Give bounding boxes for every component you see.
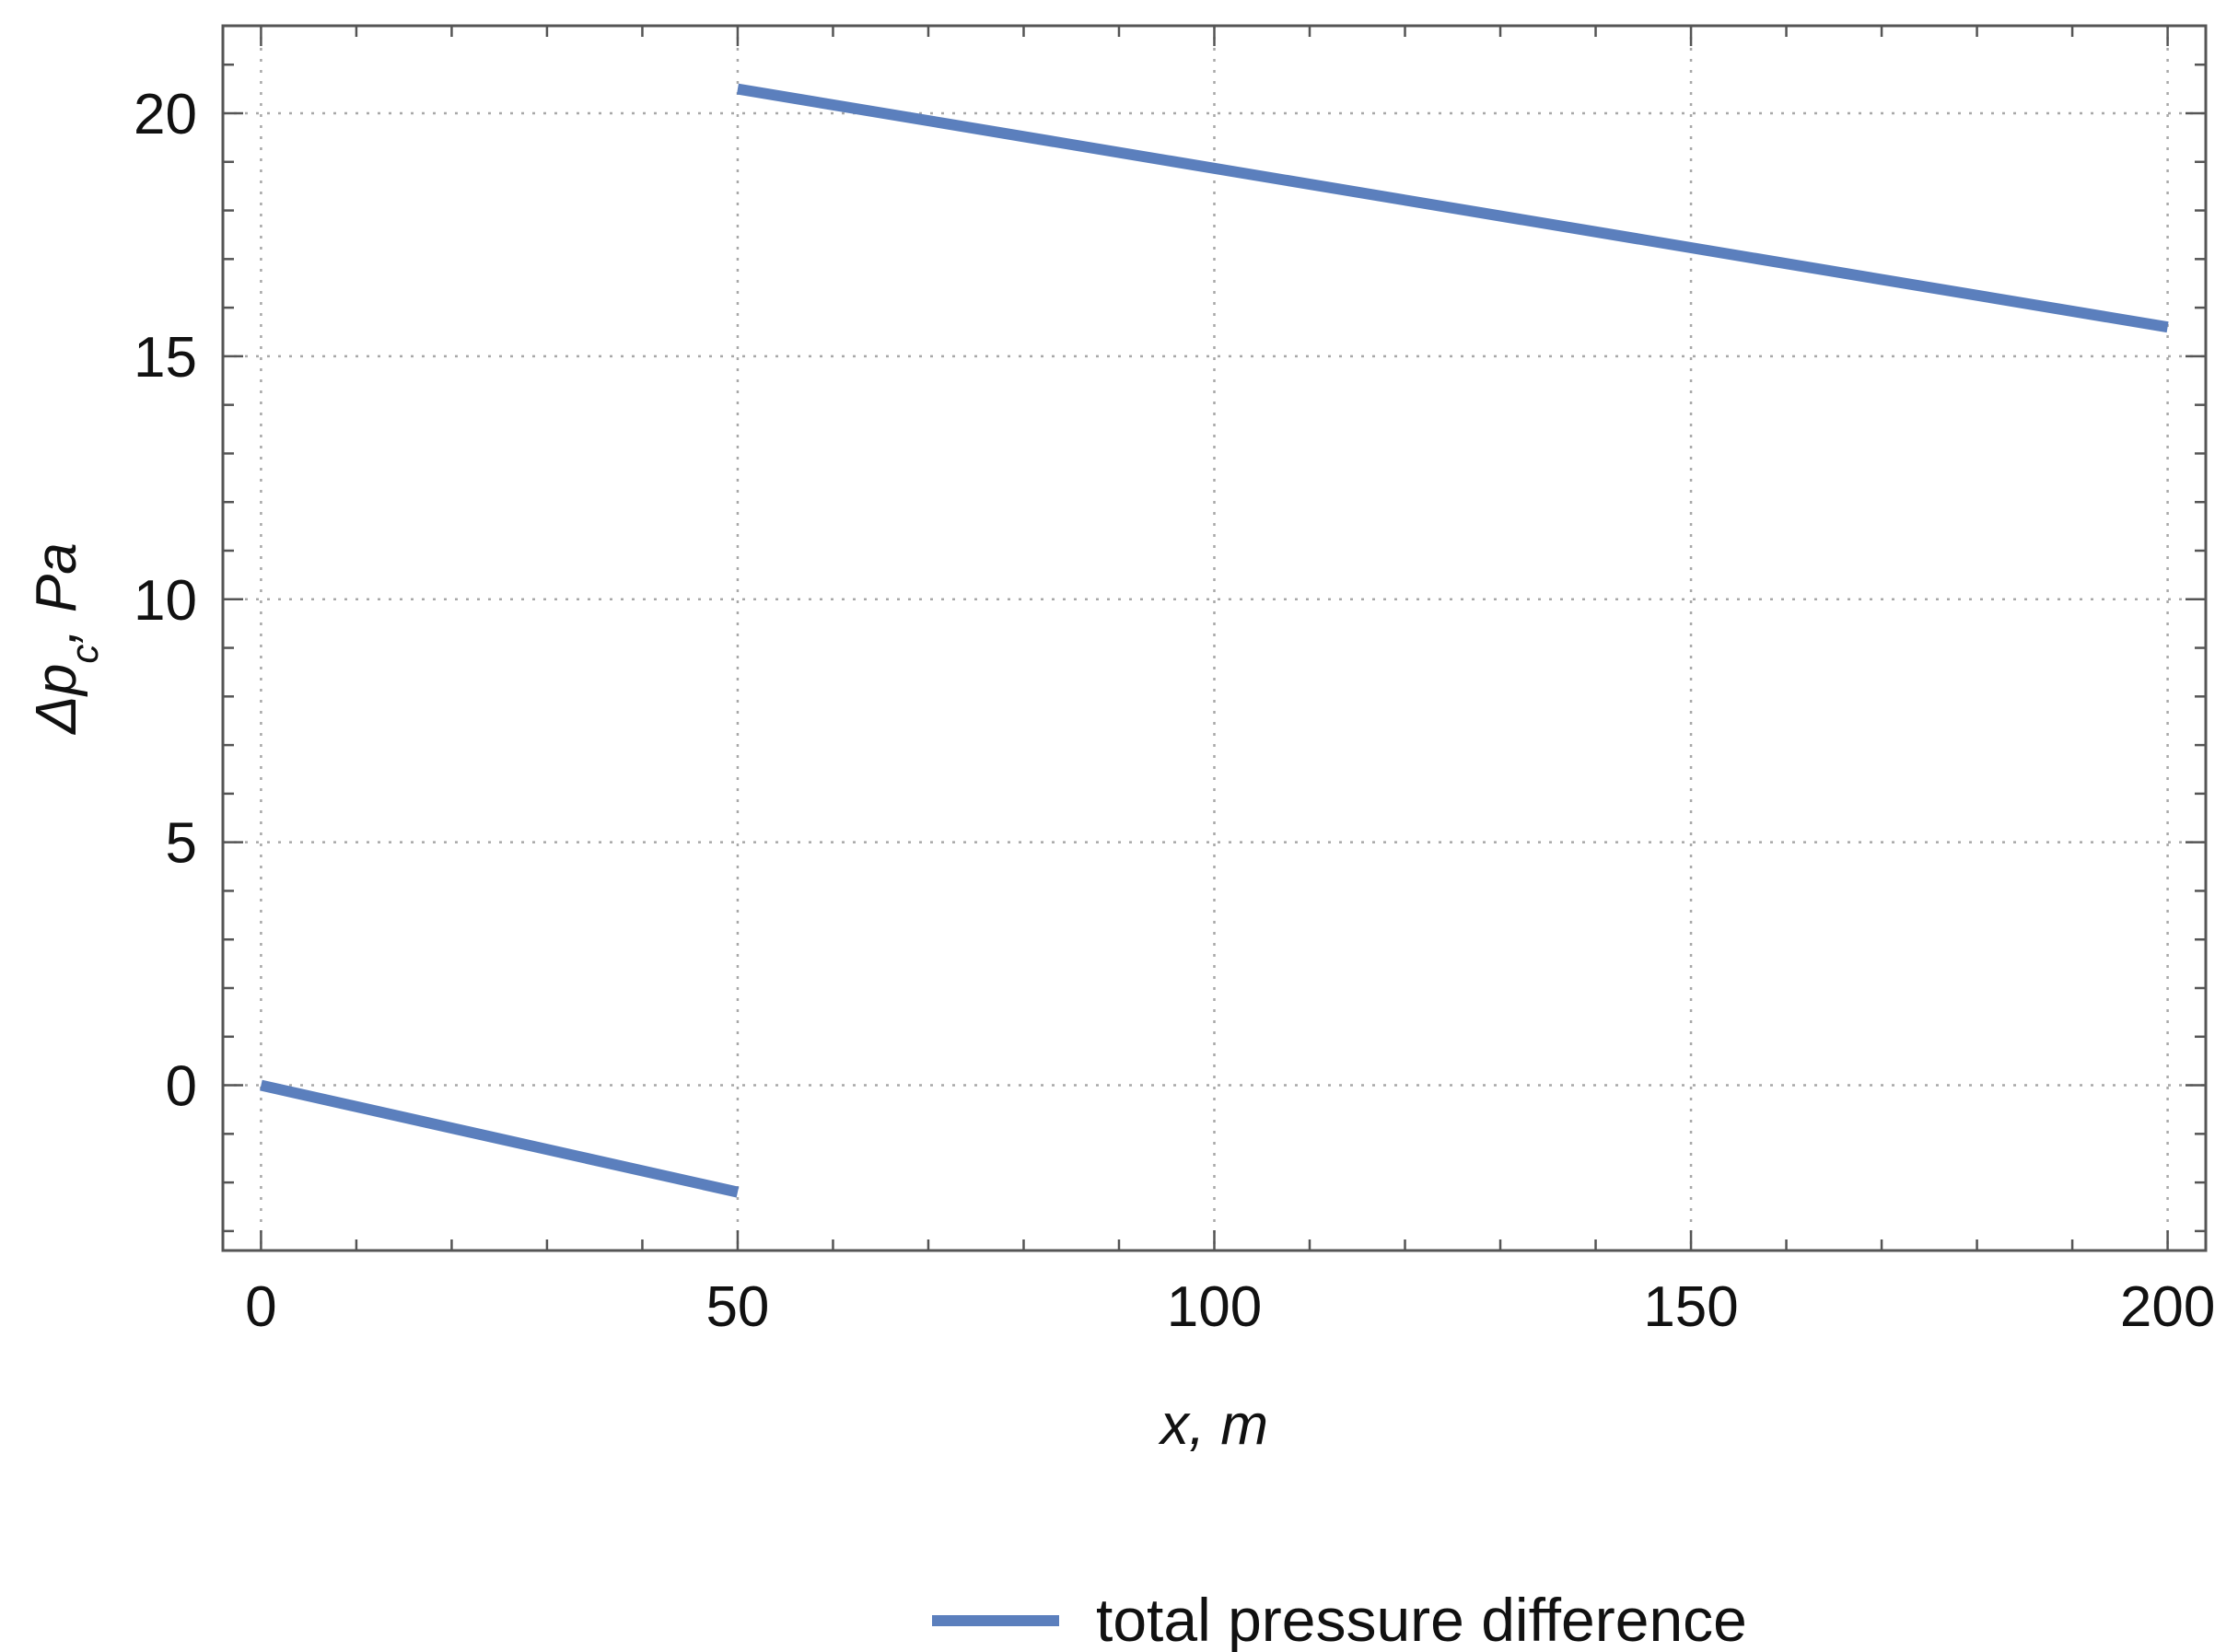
y-tick-label: 15 (134, 326, 197, 390)
y-tick-label: 5 (166, 812, 197, 876)
x-tick-label: 100 (1167, 1275, 1262, 1339)
x-axis-title: x, m (1158, 1393, 1268, 1457)
x-tick-label: 50 (705, 1275, 769, 1339)
x-tick-labels: 0 50 100 150 200 (245, 1275, 2215, 1339)
y-tick-label: 0 (166, 1055, 197, 1119)
y-axis-title-comma: , (25, 612, 88, 644)
grid-lines (223, 26, 2206, 1251)
y-axis-title: Δpc, Pa (25, 542, 106, 735)
plot-frame (221, 24, 2208, 1252)
y-tick-labels: 0 5 10 15 20 (134, 83, 197, 1119)
series-line-segment (260, 1079, 740, 1198)
minor-ticks (223, 26, 2206, 1251)
x-tick-label: 150 (1643, 1275, 1738, 1339)
series-line-segment (736, 83, 2169, 333)
legend-label: total pressure difference (1096, 1586, 1747, 1652)
y-tick-label: 20 (134, 83, 197, 146)
y-axis-title-main: Δp (25, 664, 88, 736)
x-tick-label: 200 (2120, 1275, 2215, 1339)
x-tick-label: 0 (245, 1275, 276, 1339)
y-axis-title-subscript: c (63, 645, 106, 664)
y-axis-title-unit: Pa (25, 542, 88, 612)
y-tick-label: 10 (134, 569, 197, 633)
series-layer (260, 83, 2169, 1198)
legend: total pressure difference (932, 1586, 1747, 1652)
